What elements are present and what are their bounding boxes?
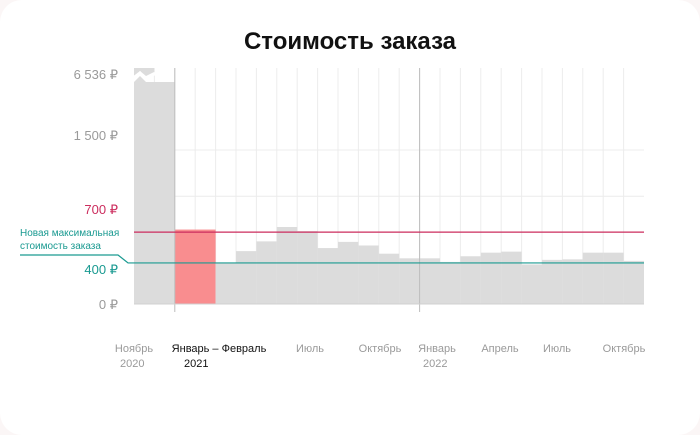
x-tick-label: Апрель [481,343,519,355]
bar-highlight [174,229,216,304]
x-tick-label: Октябрь [603,343,646,355]
bar-broken [134,76,175,304]
bar [521,264,542,304]
bar [623,260,644,304]
bar [236,251,257,304]
bar [582,252,604,304]
bar-break-top [134,68,154,76]
bar [542,259,563,304]
bar [399,258,420,304]
annotation-text: Новая максимальная [20,228,119,239]
bar [501,251,522,304]
bar [338,241,359,304]
bar [562,259,583,304]
x-tick-label: Июль [296,343,324,355]
x-tick-label: Январь [418,343,456,355]
axis-break-marker [131,71,157,81]
bar [358,245,379,304]
y-tick-label: 1 500 ₽ [74,128,118,143]
annotation-text: стоимость заказа [20,241,101,252]
reference-line-400 [20,254,644,264]
bar [297,231,318,304]
bar [215,263,236,304]
x-tick-label-year: 2020 [120,358,144,370]
bar [378,253,400,304]
x-tick-label: Ноябрь [115,343,153,355]
bar [419,258,440,304]
bar [440,261,461,304]
x-tick-label-year: 2021 [184,358,208,370]
x-tick-label-year: 2022 [423,358,447,370]
bar [317,248,338,304]
bar [603,252,624,304]
x-tick-label: Июль [543,343,571,355]
y-tick-label: 6 536 ₽ [74,67,118,82]
y-tick-label: 0 ₽ [99,297,118,312]
y-tick-label: 700 ₽ [84,202,118,217]
x-tick-label: Январь – Февраль [172,343,267,355]
x-tick-label: Октябрь [359,343,402,355]
bar [276,227,298,304]
bar [460,256,481,304]
bar [256,241,277,304]
chart-title: Стоимость заказа [243,28,457,55]
bar [480,252,502,304]
y-tick-label: 400 ₽ [84,262,118,277]
